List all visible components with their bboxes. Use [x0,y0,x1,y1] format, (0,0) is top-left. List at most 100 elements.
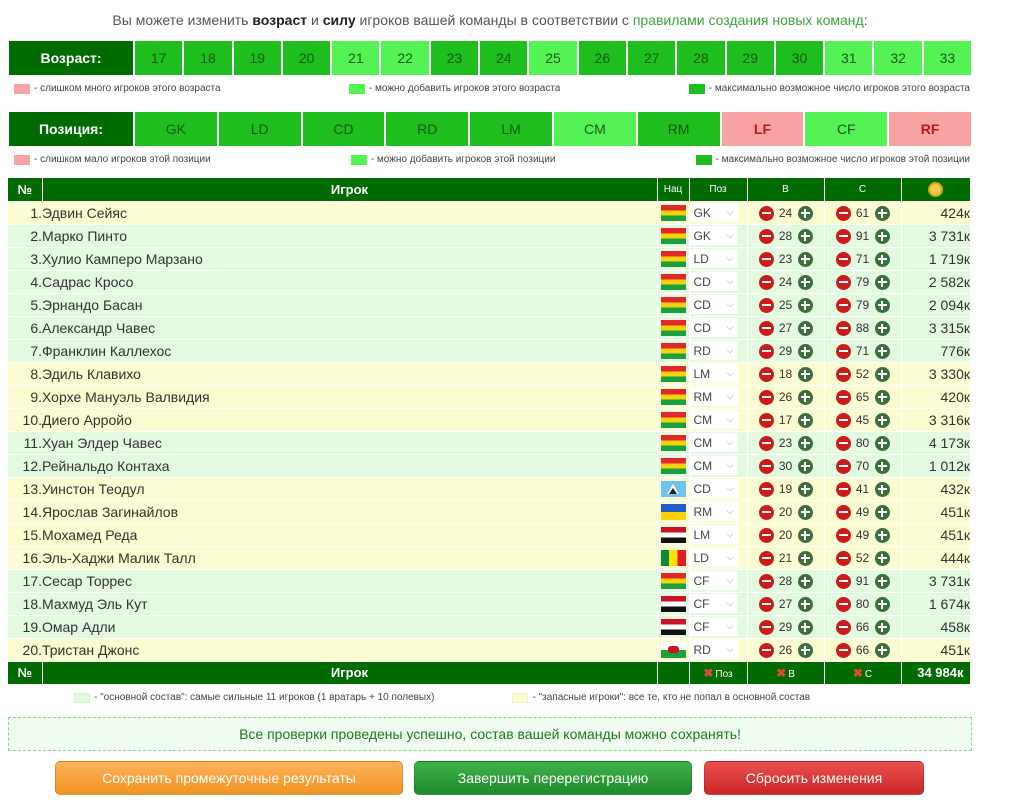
age-decrease-button[interactable] [758,366,774,382]
age-increase-button[interactable] [797,596,813,612]
age-increase-button[interactable] [797,251,813,267]
age-increase-button[interactable] [797,297,813,313]
strength-decrease-button[interactable] [835,320,851,336]
position-select[interactable]: LM ⌵ [689,364,738,383]
position-select[interactable]: CD ⌵ [689,295,738,314]
strength-increase-button[interactable] [874,527,890,543]
strength-increase-button[interactable] [874,435,890,451]
position-select[interactable]: LD ⌵ [689,249,738,268]
strength-decrease-button[interactable] [835,389,851,405]
strength-decrease-button[interactable] [835,550,851,566]
age-increase-button[interactable] [797,343,813,359]
reset-pos-all[interactable]: ✖ Поз [689,661,748,685]
position-select[interactable]: CM ⌵ [689,433,738,452]
strength-increase-button[interactable] [874,228,890,244]
strength-decrease-button[interactable] [835,596,851,612]
strength-increase-button[interactable] [874,550,890,566]
age-increase-button[interactable] [797,435,813,451]
position-select[interactable]: RM ⌵ [689,387,738,406]
strength-increase-button[interactable] [874,481,890,497]
age-decrease-button[interactable] [758,596,774,612]
strength-increase-button[interactable] [874,389,890,405]
reset-age-all[interactable]: ✖ В [747,661,825,685]
position-select[interactable]: CM ⌵ [689,410,738,429]
age-decrease-button[interactable] [758,619,774,635]
age-increase-button[interactable] [797,412,813,428]
strength-increase-button[interactable] [874,274,890,290]
position-select[interactable]: RD ⌵ [689,341,738,360]
age-decrease-button[interactable] [758,251,774,267]
age-increase-button[interactable] [797,642,813,658]
col-nat-header[interactable]: Нац [657,178,690,202]
strength-decrease-button[interactable] [835,619,851,635]
reset-changes-button[interactable]: Сбросить изменения [704,761,924,795]
age-increase-button[interactable] [797,573,813,589]
age-decrease-button[interactable] [758,343,774,359]
age-decrease-button[interactable] [758,320,774,336]
age-increase-button[interactable] [797,458,813,474]
strength-increase-button[interactable] [874,458,890,474]
strength-increase-button[interactable] [874,573,890,589]
position-select[interactable]: RD ⌵ [689,640,738,659]
position-select[interactable]: CD ⌵ [689,272,738,291]
strength-decrease-button[interactable] [835,251,851,267]
strength-decrease-button[interactable] [835,481,851,497]
position-select[interactable]: CF ⌵ [689,594,738,613]
col-str-header[interactable]: С [824,178,902,202]
strength-decrease-button[interactable] [835,504,851,520]
strength-decrease-button[interactable] [835,205,851,221]
age-increase-button[interactable] [797,205,813,221]
strength-decrease-button[interactable] [835,435,851,451]
strength-decrease-button[interactable] [835,642,851,658]
strength-decrease-button[interactable] [835,412,851,428]
col-value-header[interactable] [901,178,971,202]
strength-increase-button[interactable] [874,320,890,336]
strength-increase-button[interactable] [874,412,890,428]
position-select[interactable]: GK ⌵ [689,226,738,245]
strength-decrease-button[interactable] [835,573,851,589]
reset-str-all[interactable]: ✖ С [824,661,902,685]
age-increase-button[interactable] [797,550,813,566]
age-decrease-button[interactable] [758,550,774,566]
strength-decrease-button[interactable] [835,458,851,474]
rules-link[interactable]: правилами создания новых команд [632,12,864,28]
strength-increase-button[interactable] [874,205,890,221]
age-increase-button[interactable] [797,504,813,520]
age-decrease-button[interactable] [758,642,774,658]
position-select[interactable]: CD ⌵ [689,318,738,337]
strength-increase-button[interactable] [874,251,890,267]
strength-decrease-button[interactable] [835,366,851,382]
age-decrease-button[interactable] [758,228,774,244]
age-increase-button[interactable] [797,619,813,635]
position-select[interactable]: GK ⌵ [689,203,738,222]
strength-increase-button[interactable] [874,504,890,520]
col-age-header[interactable]: В [747,178,825,202]
strength-decrease-button[interactable] [835,527,851,543]
age-increase-button[interactable] [797,389,813,405]
age-decrease-button[interactable] [758,504,774,520]
age-decrease-button[interactable] [758,412,774,428]
position-select[interactable]: RM ⌵ [689,502,738,521]
age-increase-button[interactable] [797,366,813,382]
age-decrease-button[interactable] [758,389,774,405]
strength-decrease-button[interactable] [835,228,851,244]
strength-increase-button[interactable] [874,596,890,612]
position-select[interactable]: CD ⌵ [689,479,738,498]
age-increase-button[interactable] [797,481,813,497]
position-select[interactable]: LM ⌵ [689,525,738,544]
age-decrease-button[interactable] [758,205,774,221]
strength-decrease-button[interactable] [835,297,851,313]
strength-increase-button[interactable] [874,366,890,382]
save-intermediate-button[interactable]: Сохранить промежуточные результаты [55,761,403,795]
age-increase-button[interactable] [797,527,813,543]
age-increase-button[interactable] [797,274,813,290]
age-decrease-button[interactable] [758,481,774,497]
age-decrease-button[interactable] [758,297,774,313]
age-decrease-button[interactable] [758,274,774,290]
age-decrease-button[interactable] [758,435,774,451]
position-select[interactable]: LD ⌵ [689,548,738,567]
age-increase-button[interactable] [797,228,813,244]
finish-reregistration-button[interactable]: Завершить перерегистрацию [414,761,692,795]
strength-increase-button[interactable] [874,619,890,635]
strength-increase-button[interactable] [874,343,890,359]
